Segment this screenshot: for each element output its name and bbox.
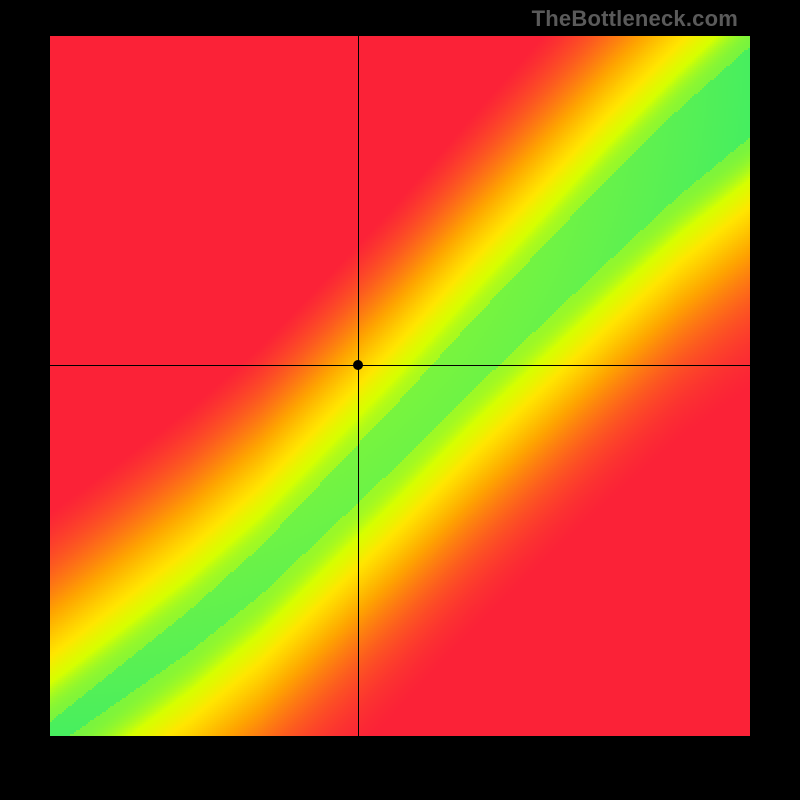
- heatmap-plot: [50, 36, 750, 736]
- watermark-text: TheBottleneck.com: [532, 6, 738, 32]
- heatmap-canvas: [50, 36, 750, 736]
- page-root: TheBottleneck.com: [0, 0, 800, 800]
